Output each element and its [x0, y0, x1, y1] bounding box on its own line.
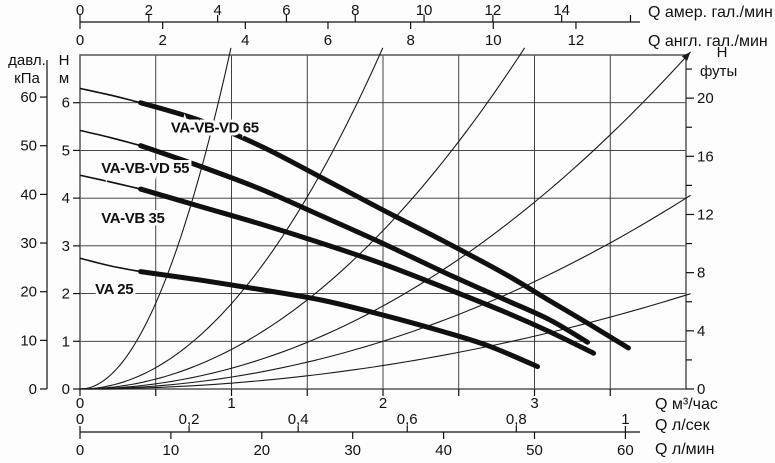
tick-label: 0 [29, 381, 37, 398]
tick-label: 6 [62, 95, 70, 112]
system-curve [79, 51, 691, 390]
tick-label: 14 [553, 2, 570, 19]
tick-label: 20 [253, 442, 270, 459]
pump-curve-VA-VB-VD 65 [138, 100, 631, 351]
tick-label: 6 [282, 2, 290, 19]
tick-label: 2 [145, 2, 153, 19]
axis-header-hm: H [59, 52, 70, 69]
tick-label: 40 [20, 186, 37, 203]
pump-curve-label: VA-VB 35 [101, 210, 164, 227]
tick-label: 1 [621, 411, 629, 428]
tick-label: 10 [163, 442, 180, 459]
tick-label: 0 [76, 32, 84, 49]
tick-label: 0 [697, 381, 705, 398]
pump-curve-label: VA-VB-VD 55 [101, 160, 189, 177]
tick-label: 12 [697, 206, 714, 223]
tick-label: 8 [351, 2, 359, 19]
tick-label: 2 [158, 32, 166, 49]
tick-label: 30 [344, 442, 361, 459]
pump-curve-lead [79, 87, 141, 104]
pump-curve-label: VA 25 [95, 281, 133, 298]
axis-header-hft: футы [700, 63, 737, 80]
tick-label: 2 [379, 395, 387, 412]
tick-label: 3 [530, 395, 538, 412]
tick-label: 5 [62, 142, 70, 159]
system-curve [79, 194, 691, 390]
axis-header-kpa: кПа [14, 70, 40, 87]
axis-header-kpa: давл. [8, 52, 46, 69]
axis-header-hm: м [59, 70, 69, 87]
tick-label: 60 [20, 89, 37, 106]
tick-label: 0,6 [397, 411, 418, 428]
tick-label: 50 [526, 442, 543, 459]
tick-label: 2 [62, 286, 70, 303]
axis-unit-imp-gpm: Q англ. гал./мин [648, 33, 768, 50]
pump-curve-label: VA-VB-VD 65 [171, 119, 259, 136]
pump-curve-lead [79, 174, 141, 190]
arrowhead-icon [681, 51, 691, 61]
pump-curve-VA-VB-VD 55 [138, 143, 591, 345]
axis-unit-m3h: Q м³/час [655, 396, 718, 413]
tick-label: 0 [76, 411, 84, 428]
tick-label: 0,2 [179, 411, 200, 428]
tick-label: 1 [62, 333, 70, 350]
tick-label: 12 [568, 32, 585, 49]
pump-curve-VA 25 [138, 269, 541, 370]
tick-label: 10 [485, 32, 502, 49]
tick-label: 4 [213, 2, 221, 19]
tick-label: 1 [227, 395, 235, 412]
tick-label: 10 [416, 2, 433, 19]
tick-label: 0 [76, 442, 84, 459]
tick-label: 0,8 [506, 411, 527, 428]
system-curve [79, 47, 232, 390]
tick-label: 4 [62, 190, 70, 207]
axis-unit-us-gpm: Q амер. гал./мин [648, 4, 773, 21]
tick-label: 0 [62, 381, 70, 398]
tick-label: 20 [20, 284, 37, 301]
tick-label: 40 [435, 442, 452, 459]
tick-label: 3 [62, 238, 70, 255]
pump-curve-lead [79, 257, 141, 273]
tick-label: 0,4 [288, 411, 309, 428]
tick-label: 60 [617, 442, 634, 459]
pump-curve-VA-VB 35 [138, 186, 597, 356]
axis-unit-ls: Q л/сек [655, 417, 711, 434]
tick-label: 8 [697, 265, 705, 282]
axis-header-hft: H [717, 44, 728, 61]
tick-label: 16 [697, 148, 714, 165]
system-curve [79, 47, 384, 390]
axis-unit-lmin: Q л/мин [655, 441, 714, 458]
tick-label: 10 [20, 332, 37, 349]
tick-label: 20 [697, 90, 714, 107]
tick-label: 30 [20, 235, 37, 252]
tick-label: 4 [697, 323, 705, 340]
tick-label: 0 [76, 395, 84, 412]
tick-label: 4 [241, 32, 249, 49]
pump-curve-lead [79, 129, 141, 147]
tick-label: 6 [324, 32, 332, 49]
tick-label: 0 [76, 2, 84, 19]
system-curve [79, 47, 526, 390]
tick-label: 8 [406, 32, 414, 49]
tick-label: 12 [485, 2, 502, 19]
tick-label: 50 [20, 138, 37, 155]
